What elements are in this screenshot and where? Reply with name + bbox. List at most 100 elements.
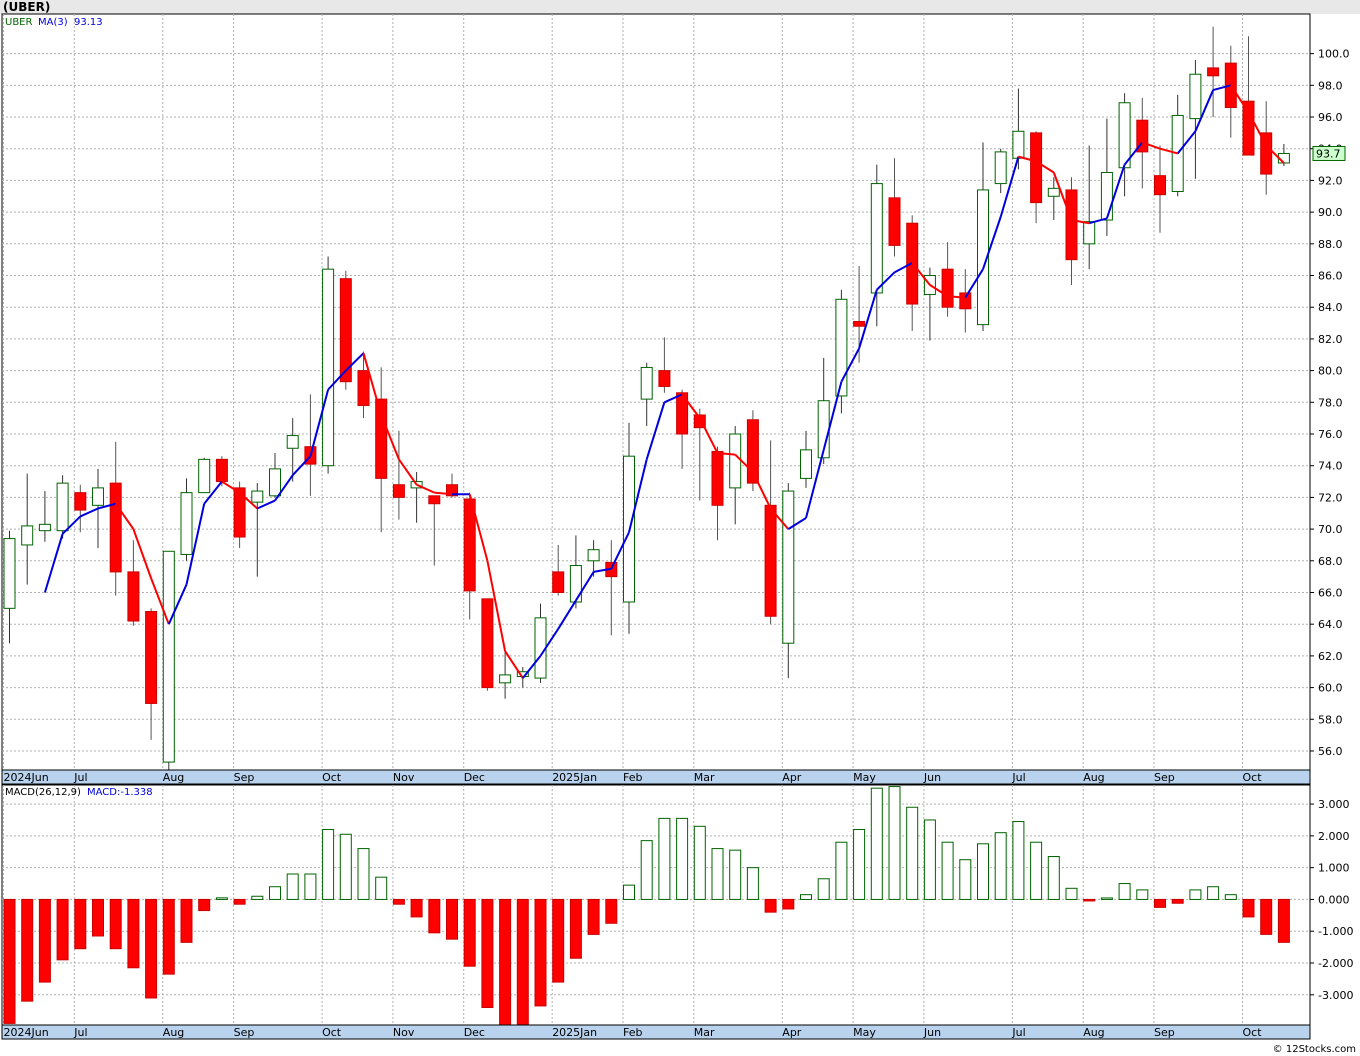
candle-body (145, 611, 158, 704)
macd-month-label: Jun (923, 1026, 941, 1039)
macd-bar (959, 859, 972, 900)
macd-bar (853, 829, 866, 900)
ma3-line-segment (1105, 164, 1126, 219)
ma3-line-segment (398, 458, 418, 486)
ma3-line-segment (1159, 147, 1178, 155)
ma3-line-segment (1141, 141, 1161, 150)
price-month-label: Dec (464, 771, 485, 784)
macd-bar (729, 849, 742, 900)
ma3-line-segment (416, 483, 435, 494)
price-tick-label: 100.0 (1318, 48, 1350, 61)
candle-body (1047, 187, 1060, 197)
price-tick-label: 82.0 (1318, 333, 1343, 346)
price-legend-symbol: UBER (5, 17, 32, 28)
price-tick-label: 78.0 (1318, 396, 1343, 409)
ma3-line-segment (291, 455, 312, 476)
macd-bar (977, 843, 989, 900)
macd-bar (800, 894, 812, 900)
macd-bar (1260, 898, 1273, 935)
price-month-label: Oct (322, 771, 342, 784)
ma3-line-segment (1018, 155, 1037, 163)
macd-month-label: Mar (694, 1026, 715, 1039)
ma3-line-segment (663, 393, 683, 404)
price-month-label: Aug (1083, 771, 1104, 784)
macd-legend-value: MACD:-1.338 (87, 787, 153, 798)
candle-body (835, 298, 848, 397)
price-month-label: Jun (923, 771, 941, 784)
ma3-line-segment (238, 491, 258, 510)
macd-tick-label: 1.000 (1318, 862, 1350, 875)
ma3-line-segment (557, 599, 577, 630)
price-legend-ma-label: MA(3) (38, 17, 68, 28)
candle-body (198, 458, 211, 494)
candle-body (463, 498, 476, 592)
macd-bar (145, 898, 158, 999)
macd-bar (357, 848, 370, 900)
ma3-line-segment (805, 449, 825, 519)
price-tick-label: 92.0 (1318, 174, 1343, 187)
candle-body (729, 433, 742, 489)
price-month-label: 2024Jun (4, 771, 49, 784)
macd-tick-label: 3.000 (1318, 798, 1350, 811)
candle-body (676, 392, 689, 435)
macd-bar (516, 898, 529, 1026)
price-month-label: Jul (1011, 771, 1025, 784)
candle-body (711, 450, 724, 506)
price-month-label: Oct (1243, 771, 1263, 784)
candle-body (428, 495, 441, 505)
ma3-line-segment (964, 268, 984, 299)
ma3-line-segment (1194, 89, 1215, 132)
price-tick-label: 60.0 (1318, 682, 1343, 695)
macd-bar (746, 867, 759, 900)
ma3-line-segment (752, 471, 772, 509)
ma3-line-segment (858, 289, 878, 349)
price-panel: 56.0 58.0 60.0 62.0 64.0 66.0 68.0 70.0 72.0 74.0… (1, 13, 1350, 785)
macd-bar (534, 898, 547, 1007)
price-month-label: Mar (694, 771, 715, 784)
candle-body (800, 449, 812, 479)
macd-bar (269, 886, 281, 900)
ma3-line-segment (911, 262, 931, 286)
candle-body (286, 435, 299, 449)
macd-bar (392, 898, 405, 905)
ma3-line-segment (840, 347, 860, 383)
macd-bar (569, 898, 582, 959)
candle-body (870, 183, 883, 294)
ma3-line-segment (1247, 111, 1268, 147)
macd-bar (215, 897, 228, 900)
price-plot-area (1, 13, 1311, 771)
macd-bar (1100, 897, 1113, 900)
ma3-line-segment (274, 474, 294, 502)
candle-body (746, 419, 759, 484)
price-tick-label: 66.0 (1318, 586, 1343, 599)
ma3-line-segment (132, 528, 153, 579)
macd-month-label: Sep (1154, 1026, 1175, 1039)
macd-bar (693, 825, 706, 900)
price-tick-label: 84.0 (1318, 301, 1343, 314)
price-tick-label: 80.0 (1318, 365, 1343, 378)
macd-month-label: Oct (1243, 1026, 1263, 1039)
macd-bar (109, 898, 122, 950)
macd-month-label: Jul (73, 1026, 87, 1039)
price-tick-label: 96.0 (1318, 111, 1343, 124)
ma3-line-segment (1052, 172, 1073, 221)
ma3-line-segment (380, 414, 400, 460)
macd-date-axis (1, 1024, 1311, 1040)
candle-body (74, 492, 87, 511)
candle-body (1100, 171, 1113, 221)
macd-bar (782, 898, 795, 910)
ma3-line-segment (434, 491, 453, 496)
price-tick-label: 58.0 (1318, 713, 1343, 726)
price-month-label: May (853, 771, 876, 784)
last-price-box (1312, 145, 1346, 161)
ma3-line-segment (698, 417, 719, 454)
ma3-line-segment (114, 503, 135, 530)
macd-bar (446, 898, 458, 940)
price-tick-label: 70.0 (1318, 523, 1343, 536)
macd-bar (676, 817, 689, 900)
candle-body (1207, 67, 1220, 77)
macd-bar (587, 898, 600, 935)
macd-bar (1207, 886, 1220, 900)
candle-body (127, 571, 140, 622)
macd-bar (410, 898, 423, 918)
